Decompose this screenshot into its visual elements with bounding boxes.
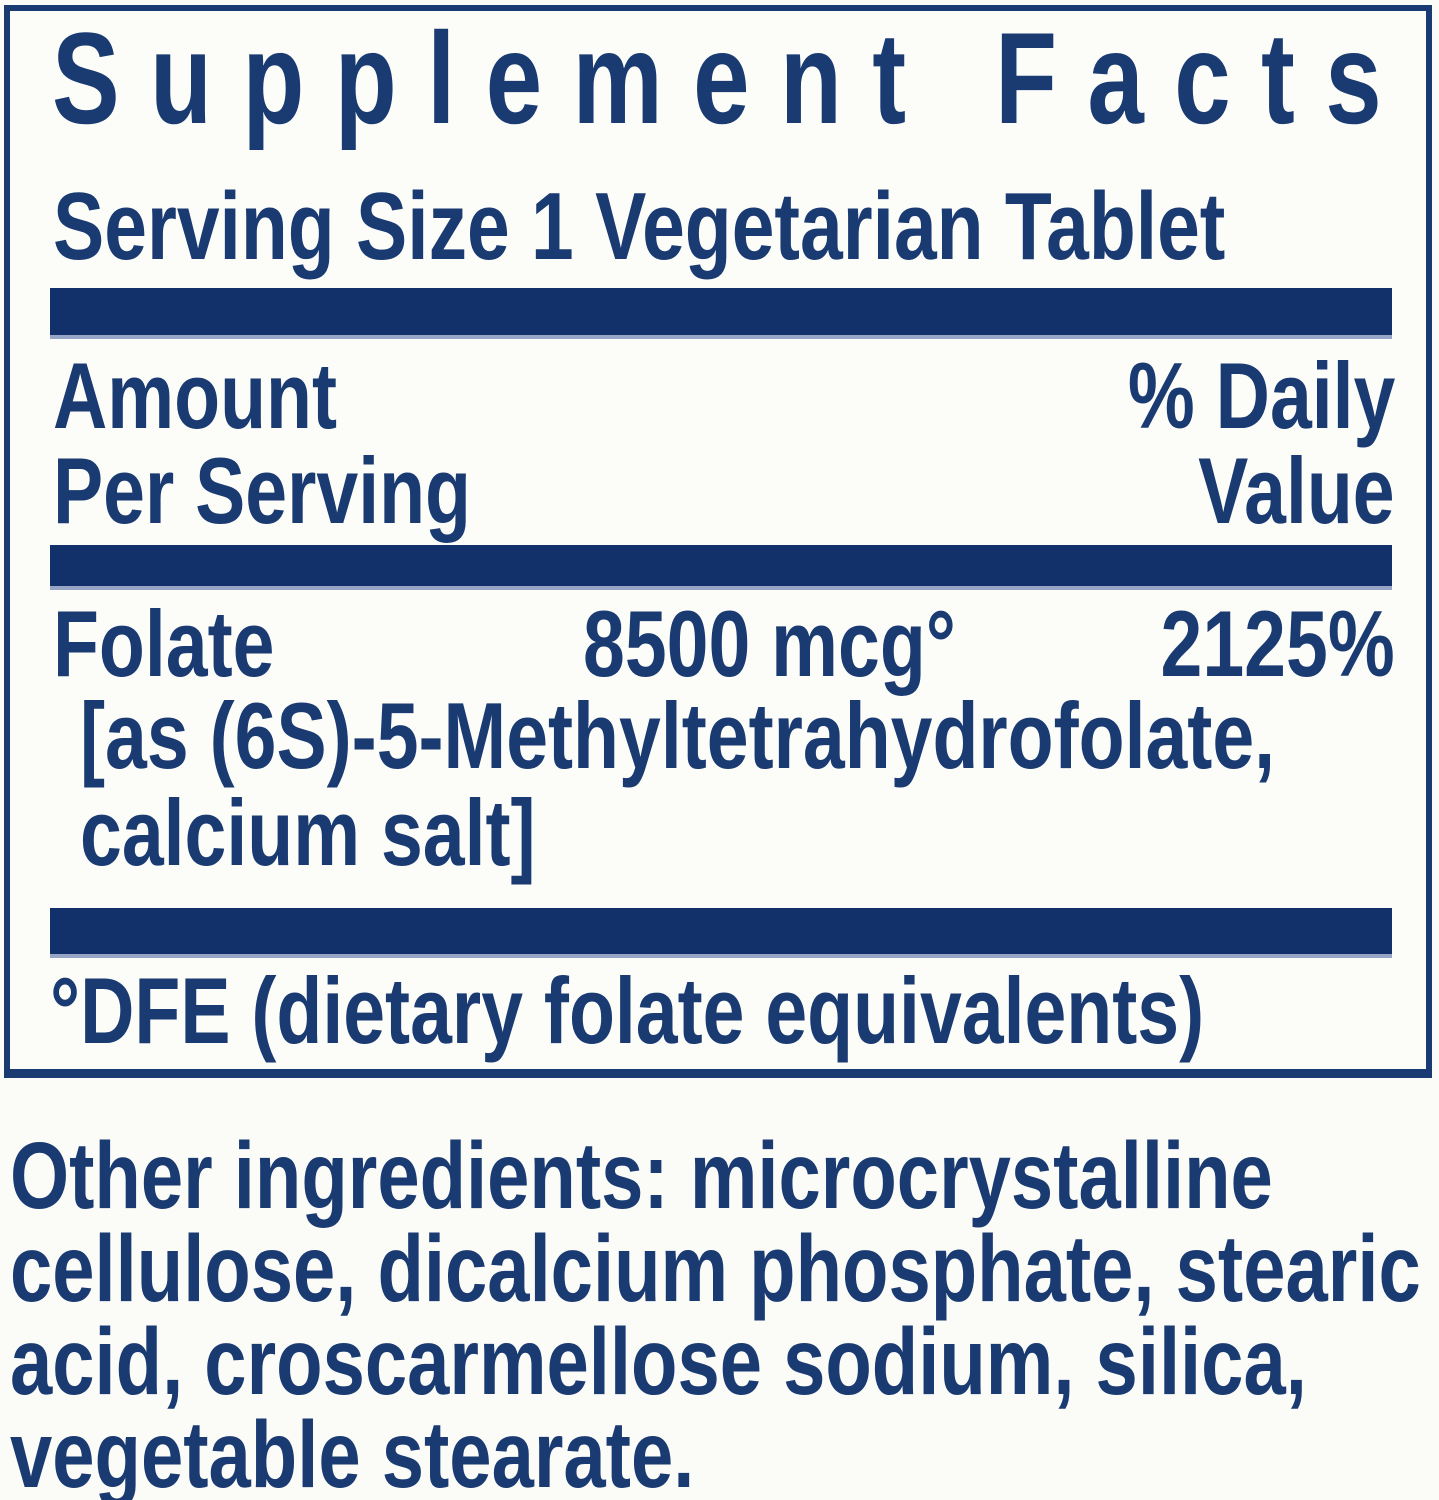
panel-title-text: Supplement Facts	[52, 5, 1413, 151]
other-ingredients-text: Other ingredients: microcrystalline	[10, 1123, 1273, 1229]
dfe-footnote: °DFE (dietary folate equivalents)	[50, 964, 1439, 1058]
other-ingredients-line: acid, croscarmellose sodium, silica,	[10, 1315, 1439, 1410]
other-ingredients-line: cellulose, dicalcium phosphate, stearic	[10, 1222, 1439, 1317]
amount-header-text: Per Serving	[53, 438, 471, 543]
nutrient-detail-text: calcium salt]	[80, 780, 536, 885]
other-ingredients-line: vegetable stearate.	[10, 1408, 865, 1500]
panel-title: Supplement Facts	[52, 13, 1439, 143]
serving-size-text: Serving Size 1 Vegetarian Tablet	[53, 173, 1226, 280]
divider-bar	[50, 545, 1392, 590]
other-ingredients-text: vegetable stearate.	[10, 1402, 695, 1500]
nutrient-detail-text: [as (6S)-5-Methyltetrahydrofolate,	[80, 683, 1276, 788]
divider-bar	[50, 908, 1392, 958]
dfe-footnote-text: °DFE (dietary folate equivalents)	[50, 958, 1205, 1063]
nutrient-detail-line2: calcium salt]	[80, 786, 649, 880]
serving-size: Serving Size 1 Vegetarian Tablet	[53, 179, 1439, 275]
column-header-dv-line1: % Daily	[1061, 343, 1396, 448]
column-header-dv-line2: Value	[1149, 444, 1395, 538]
daily-value-header-text: Value	[1198, 438, 1395, 543]
nutrient-amount: 8500 mcg°	[583, 597, 1049, 691]
daily-value-header-text: % Daily	[1127, 343, 1396, 448]
other-ingredients-text: cellulose, dicalcium phosphate, stearic	[10, 1216, 1421, 1322]
nutrient-name: Folate	[53, 597, 330, 691]
supplement-facts-panel	[4, 5, 1432, 1078]
nutrient-detail-line1: [as (6S)-5-Methyltetrahydrofolate,	[80, 689, 1439, 783]
divider-bar	[50, 288, 1392, 339]
other-ingredients-line: Other ingredients: microcrystalline	[10, 1129, 1439, 1224]
nutrient-daily-value: 2125%	[1102, 597, 1395, 691]
nutrient-amount-text: 8500 mcg°	[583, 591, 956, 696]
nutrient-daily-value-text: 2125%	[1160, 591, 1395, 696]
column-header-amount-line2: Per Serving	[53, 444, 575, 538]
nutrient-name-text: Folate	[53, 591, 275, 696]
amount-header-text: Amount	[53, 343, 338, 448]
column-header-amount-line1: Amount	[53, 349, 408, 443]
other-ingredients-text: acid, croscarmellose sodium, silica,	[10, 1309, 1307, 1415]
